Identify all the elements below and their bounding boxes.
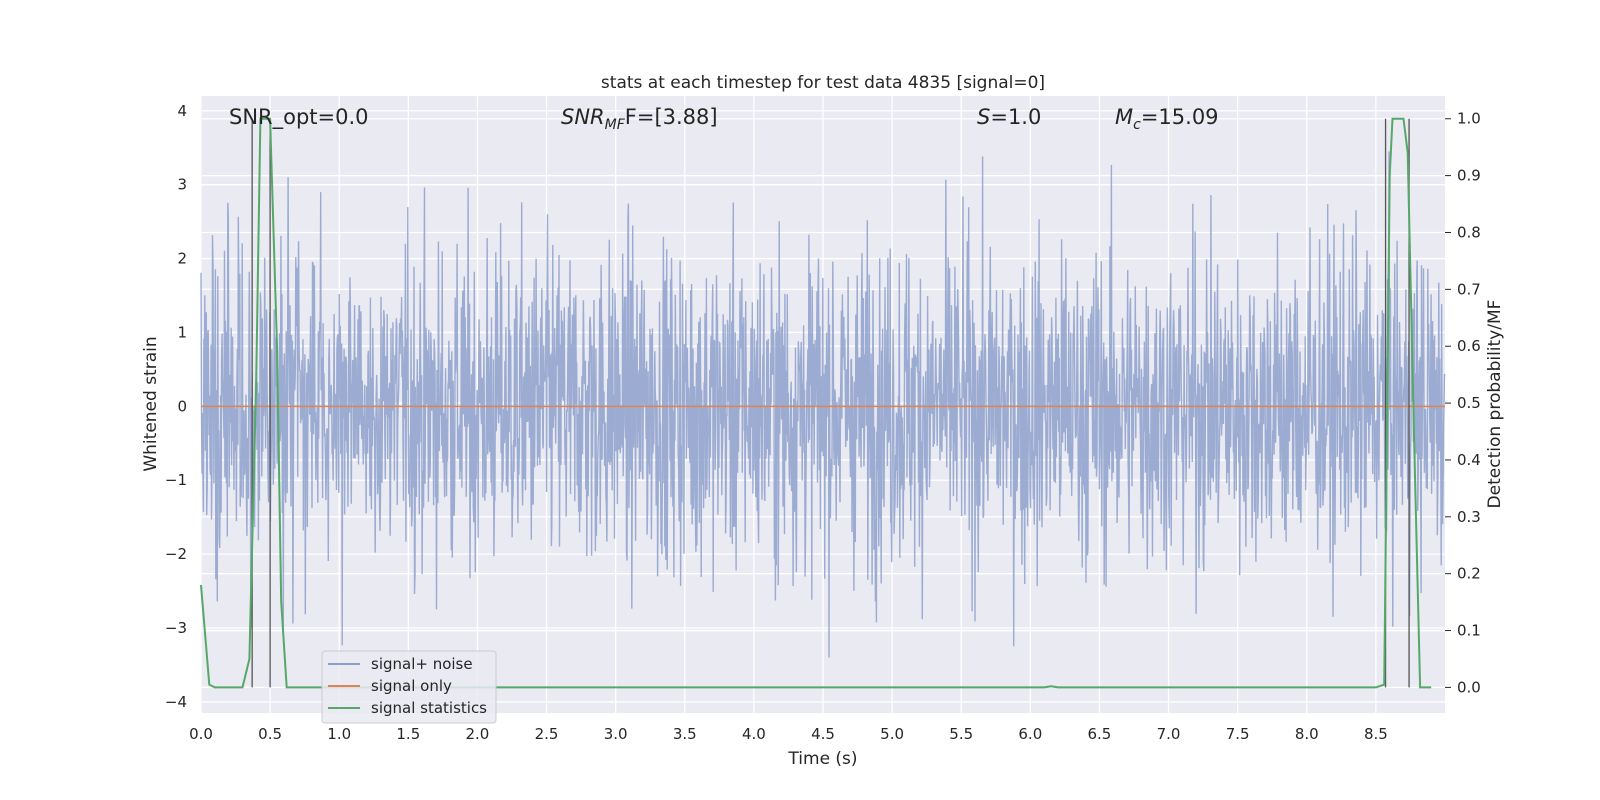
legend-label-signal-only: signal only xyxy=(371,677,452,695)
y2-tick-label: 1.0 xyxy=(1457,110,1481,128)
chart-title: stats at each timestep for test data 483… xyxy=(601,73,1045,93)
x-tick-label: 6.0 xyxy=(1018,725,1042,743)
x-tick-label: 7.0 xyxy=(1157,725,1181,743)
x-tick-label: 1.5 xyxy=(396,725,420,743)
legend: signal+ noise signal only signal statist… xyxy=(321,650,497,724)
x-tick-label: 6.5 xyxy=(1088,725,1112,743)
legend-label-signal-statistics: signal statistics xyxy=(371,699,487,717)
x-tick-label: 2.5 xyxy=(535,725,559,743)
y2-tick-label: 0.3 xyxy=(1457,508,1481,526)
y-tick-label: 3 xyxy=(177,176,187,194)
y-tick-label: −3 xyxy=(165,619,187,637)
y2-axis-ticks: 1.0 0.9 0.8 0.7 0.6 0.5 0.4 0.3 0.2 0.1 0.0 xyxy=(1445,110,1481,696)
x-axis-ticks: 0.0 0.5 1.0 1.5 2.0 2.5 3.0 3.5 4.0 4.5 5.0 5.5 6.0 6… xyxy=(189,725,1388,743)
annotation-mc: Mc=15.09 xyxy=(1115,105,1219,133)
noise-trace xyxy=(200,151,1446,658)
x-tick-label: 8.5 xyxy=(1364,725,1388,743)
y2-tick-label: 0.6 xyxy=(1457,337,1481,355)
legend-box xyxy=(321,650,497,724)
y-tick-label: −2 xyxy=(165,545,187,563)
annotation-snr-mf: SNRMFF=[3.88] xyxy=(561,105,718,133)
y2-tick-label: 0.1 xyxy=(1457,622,1481,640)
x-tick-label: 4.0 xyxy=(742,725,766,743)
series-signal-plus-noise xyxy=(200,151,1446,658)
x-tick-label: 5.5 xyxy=(949,725,973,743)
x-tick-label: 0.5 xyxy=(258,725,282,743)
y2-tick-label: 0.9 xyxy=(1457,167,1481,185)
x-tick-label: 8.0 xyxy=(1295,725,1319,743)
y2-tick-label: 0.0 xyxy=(1457,678,1481,696)
x-tick-label: 3.0 xyxy=(604,725,628,743)
annotation-s: S=1.0 xyxy=(977,105,1041,129)
annotation-snr-opt: SNR_opt=0.0 xyxy=(229,105,369,130)
x-tick-label: 7.5 xyxy=(1226,725,1250,743)
x-axis-title: Time (s) xyxy=(787,749,857,769)
y-tick-label: 1 xyxy=(177,323,187,341)
y2-tick-label: 0.5 xyxy=(1457,394,1481,412)
x-tick-label: 1.0 xyxy=(327,725,351,743)
signal-statistics-line xyxy=(200,117,1432,689)
y2-tick-label: 0.7 xyxy=(1457,280,1481,298)
y-tick-label: −1 xyxy=(165,471,187,489)
y-axis-title: Whitened strain xyxy=(141,336,161,471)
x-tick-label: 0.0 xyxy=(189,725,213,743)
y-tick-label: 0 xyxy=(177,397,187,415)
y-tick-label: 2 xyxy=(177,250,187,268)
x-tick-label: 4.5 xyxy=(811,725,835,743)
y-tick-label: 4 xyxy=(177,102,187,120)
y-axis-ticks: 4 3 2 1 0 −1 −2 −3 −4 xyxy=(165,102,187,711)
y2-tick-label: 0.2 xyxy=(1457,565,1481,583)
legend-label-signal-plus-noise: signal+ noise xyxy=(371,655,473,673)
y2-tick-label: 0.4 xyxy=(1457,451,1481,469)
y-tick-label: −4 xyxy=(165,693,187,711)
x-tick-label: 2.0 xyxy=(466,725,490,743)
series-signal-statistics xyxy=(200,117,1432,689)
y2-tick-label: 0.8 xyxy=(1457,223,1481,241)
x-tick-label: 5.0 xyxy=(880,725,904,743)
x-tick-label: 3.5 xyxy=(673,725,697,743)
y2-axis-title: Detection probability/MF xyxy=(1485,300,1505,509)
